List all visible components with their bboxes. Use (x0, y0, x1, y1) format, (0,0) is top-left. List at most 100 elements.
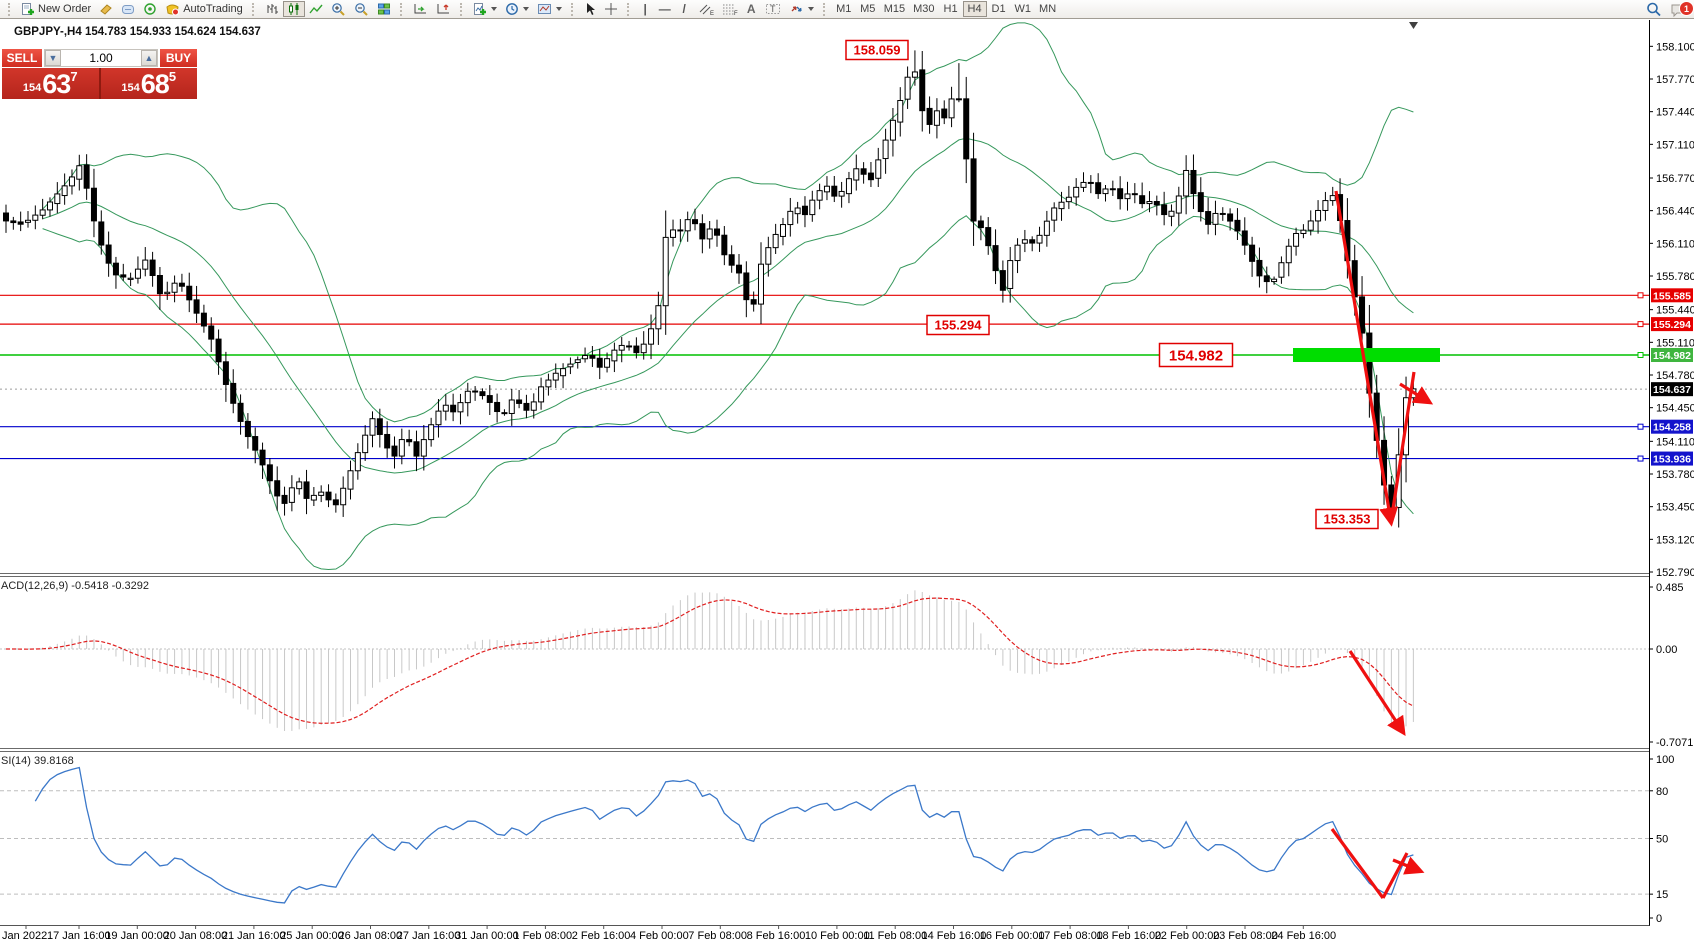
horizontal-line-button[interactable]: — (655, 1, 675, 17)
candle (728, 254, 735, 266)
candle (1007, 260, 1014, 289)
candle (677, 229, 684, 232)
candlestick-chart-button[interactable] (282, 1, 305, 17)
price-badge (1651, 382, 1693, 397)
svg-text:100: 100 (1656, 754, 1674, 766)
timeframe-m5-button[interactable]: M5 (860, 3, 876, 15)
tile-windows-button[interactable] (373, 1, 395, 17)
periods-button[interactable] (501, 1, 533, 17)
candle (567, 363, 574, 368)
channel-button[interactable]: E (694, 1, 718, 17)
timeframe-m15-button[interactable]: M15 (883, 3, 906, 15)
svg-text:154.780: 154.780 (1656, 370, 1694, 382)
timeframe-d1-button[interactable]: D1 (991, 3, 1006, 15)
candle (640, 343, 647, 354)
svg-text:157.770: 157.770 (1656, 74, 1694, 86)
candle (1241, 230, 1248, 246)
timeframe-mn-button[interactable]: MN (1039, 3, 1057, 15)
bar-chart-button[interactable] (261, 1, 283, 17)
chart-canvas[interactable]: 158.100 157.770 157.440 157.110 156.770 156.4… (0, 19, 1694, 944)
candle (1307, 220, 1314, 231)
candle (178, 282, 185, 287)
candle (193, 299, 200, 314)
candle (574, 359, 581, 364)
toolbar-grip[interactable] (822, 2, 827, 16)
candle (1227, 213, 1234, 222)
zoom-out-button[interactable] (350, 1, 373, 17)
autotrading-button[interactable]: AutoTrading (161, 1, 247, 17)
line-chart-icon (309, 2, 323, 16)
highlight-rectangle (1293, 348, 1440, 362)
templates-button[interactable] (533, 1, 566, 17)
svg-text:154.110: 154.110 (1656, 436, 1694, 448)
toolbar-grip[interactable] (251, 2, 256, 16)
candle (1315, 209, 1322, 222)
buy-price-display[interactable]: 154 68 5 (100, 68, 197, 99)
bollinger-band (42, 215, 1414, 571)
toolbar-grip[interactable] (399, 2, 404, 16)
market-watch-button[interactable] (95, 1, 117, 17)
candle (1359, 296, 1366, 334)
chart-shift-icon (436, 2, 451, 16)
crosshair-button[interactable] (600, 1, 622, 17)
svg-text:11 Feb 08:00: 11 Feb 08:00 (863, 930, 927, 942)
arrows-tool-button[interactable] (785, 1, 818, 17)
vertical-line-button[interactable]: | (636, 1, 655, 17)
candle (589, 355, 596, 359)
candle (332, 499, 339, 506)
candle (626, 345, 633, 348)
periods-dropdown-caret (522, 7, 529, 11)
candle (501, 412, 508, 415)
chart-shift-marker (1409, 22, 1418, 29)
timeframe-w1-button[interactable]: W1 (1014, 3, 1032, 15)
candle (633, 345, 640, 354)
candle (999, 270, 1006, 291)
price-annotation-box (1158, 342, 1234, 368)
volume-input[interactable]: 1.00 (61, 50, 141, 66)
candle (296, 481, 303, 490)
svg-text:T: T (770, 4, 776, 14)
candle (596, 357, 603, 368)
sell-button[interactable]: SELL (2, 49, 42, 67)
text-icon: A (746, 2, 756, 16)
line-chart-button[interactable] (305, 1, 327, 17)
toolbar-grip[interactable] (8, 2, 12, 16)
trendline-button[interactable]: / (675, 1, 694, 17)
timeframe-h4-button[interactable]: H4 (962, 1, 987, 17)
candle (670, 229, 677, 238)
signals-button[interactable] (139, 1, 161, 17)
toolbar-grip[interactable] (570, 2, 575, 16)
templates-dropdown-caret (555, 7, 562, 11)
timeframe-m1-button[interactable]: M1 (836, 3, 852, 15)
candle (61, 185, 68, 197)
cursor-button[interactable] (580, 1, 600, 17)
timeframe-m30-button[interactable]: M30 (913, 3, 935, 15)
sell-price-display[interactable]: 154 63 7 (2, 68, 99, 99)
chart-shift-button[interactable] (432, 1, 455, 17)
svg-text:20 Jan 08:00: 20 Jan 08:00 (164, 930, 228, 942)
auto-scroll-button[interactable] (409, 1, 432, 17)
candle (442, 404, 449, 412)
timeframe-h1-button[interactable]: H1 (943, 3, 958, 15)
candle (523, 402, 530, 411)
toolbar-grip[interactable] (459, 2, 464, 16)
fibonacci-button[interactable]: F (718, 1, 742, 17)
text-label-icon: T (765, 2, 781, 16)
candle (823, 185, 830, 193)
zoom-in-button[interactable] (327, 1, 350, 17)
search-button[interactable] (1642, 1, 1666, 17)
text-label-button[interactable]: T (761, 1, 785, 17)
buy-button[interactable]: BUY (160, 49, 197, 67)
candle (1139, 195, 1146, 205)
candle (948, 98, 955, 119)
candle (281, 494, 288, 504)
indicators-button[interactable] (469, 1, 501, 17)
data-window-button[interactable] (117, 1, 139, 17)
new-order-button[interactable]: New Order (17, 1, 95, 17)
candle (244, 420, 251, 438)
volume-increase-button[interactable]: ▲ (141, 50, 157, 66)
text-button[interactable]: A (742, 1, 761, 17)
volume-decrease-button[interactable]: ▼ (45, 50, 61, 66)
notifications-button[interactable]: 1 (1666, 1, 1694, 17)
toolbar-grip[interactable] (626, 2, 631, 16)
